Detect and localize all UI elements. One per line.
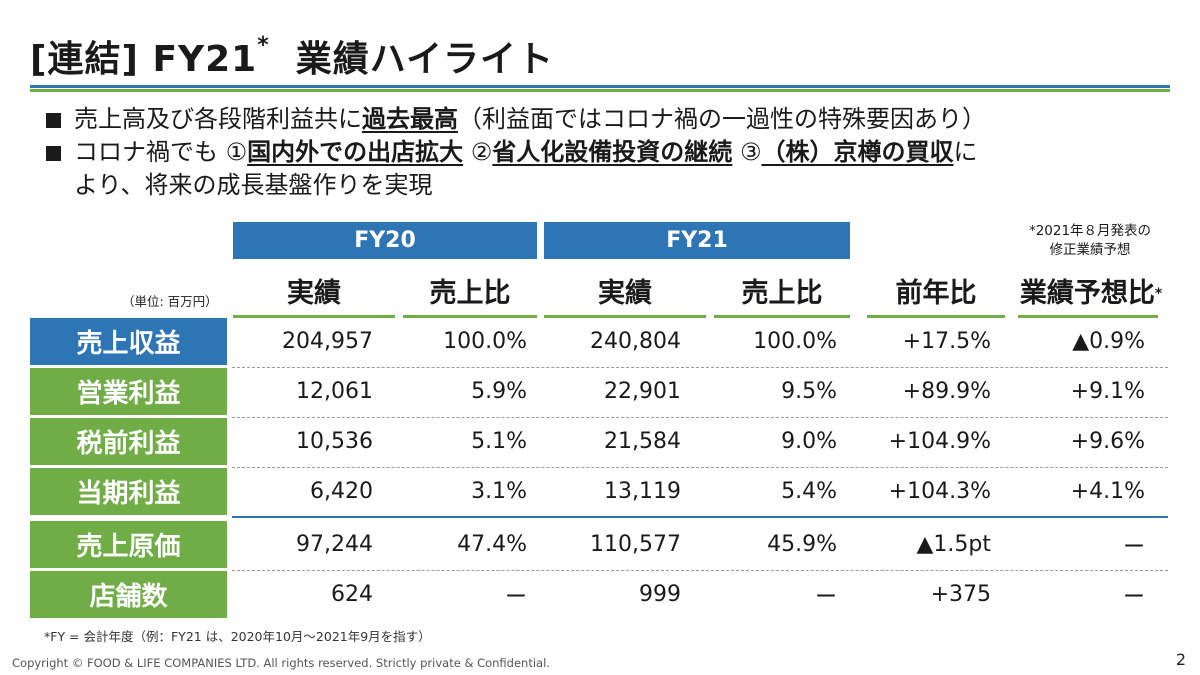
cell-fy20-actual: 624	[331, 582, 373, 607]
bullet-1-emphasis: 過去最高	[362, 105, 458, 133]
row-separator	[232, 467, 1168, 468]
cell-fy20-actual: 204,957	[282, 329, 373, 354]
group-header-fy20: FY20	[233, 222, 537, 259]
cell-fy21-actual: 110,577	[590, 532, 681, 557]
fiscal-year-footnote: *FY = 会計年度（例：FY21 は、2020年10月～2021年9月を指す）	[44, 629, 431, 644]
unit-label: （単位: 百万円）	[122, 294, 218, 309]
row-separator	[232, 417, 1168, 418]
row-label-pretax-profit: 税前利益	[30, 418, 227, 465]
cell-yoy: +89.9%	[902, 379, 991, 404]
cell-fy20-ratio: 5.9%	[471, 379, 527, 404]
cell-fy21-ratio: 5.4%	[781, 479, 837, 504]
title-prefix: [連結] FY21	[30, 39, 258, 80]
bullet-2-emphasis-1: 国内外での出店拡大	[247, 138, 464, 166]
copyright-notice: Copyright © FOOD & LIFE COMPANIES LTD. A…	[12, 656, 550, 670]
cell-fy20-actual: 12,061	[296, 379, 373, 404]
cell-fy21-ratio: ー	[814, 584, 837, 610]
cell-fy21-ratio: 9.5%	[781, 379, 837, 404]
title-rule-blue	[30, 85, 1170, 88]
col-underline	[544, 315, 706, 318]
slide-title: [連結] FY21* 業績ハイライト	[30, 30, 554, 82]
bullet-2-emphasis-2: 省人化設備投資の継続	[492, 138, 733, 166]
row-label-store-count: 店舗数	[30, 571, 227, 618]
cell-fy20-ratio: 3.1%	[471, 479, 527, 504]
col-header-forecast: 業績予想比 *	[1019, 277, 1163, 309]
col-header-fy21-actual: 実績	[598, 277, 652, 309]
bullet-2-line-2: より、将来の成長基盤作りを実現	[74, 171, 433, 199]
row-label-cost-of-sales: 売上原価	[30, 521, 227, 568]
bullet-2: コロナ禍でも ①国内外での出店拡大 ②省人化設備投資の継続 ③（株）京樽の買収に…	[44, 136, 986, 202]
bullet-2-emphasis-3: （株）京樽の買収	[761, 138, 954, 166]
col-underline	[403, 315, 537, 318]
bullet-list: 売上高及び各段階利益共に過去最高（利益面ではコロナ禍の一過性の特殊要因あり） コ…	[44, 103, 986, 202]
cell-fy21-actual: 240,804	[590, 329, 681, 354]
row-separator	[232, 367, 1168, 368]
row-label-operating-profit: 営業利益	[30, 368, 227, 415]
cell-fy20-ratio: 5.1%	[471, 429, 527, 454]
cell-fy21-actual: 21,584	[604, 429, 681, 454]
cell-fy21-ratio: 100.0%	[753, 329, 837, 354]
title-asterisk: *	[257, 33, 270, 58]
col-header-yoy: 前年比	[895, 277, 977, 309]
row-label-revenue: 売上収益	[30, 318, 227, 365]
col-underline	[867, 315, 1005, 318]
col-header-fy20-actual: 実績	[287, 277, 341, 309]
cell-yoy: +104.9%	[888, 429, 991, 454]
cell-fy21-actual: 999	[639, 582, 681, 607]
cell-fy21-ratio: 9.0%	[781, 429, 837, 454]
page-number: 2	[1175, 650, 1186, 669]
cell-forecast: ー	[1122, 584, 1145, 610]
title-rule-green	[30, 89, 1170, 92]
cell-yoy: +104.3%	[888, 479, 991, 504]
cell-fy21-actual: 13,119	[604, 479, 681, 504]
bullet-square-icon	[46, 113, 61, 128]
cell-yoy: ▲1.5pt	[916, 532, 992, 557]
cell-forecast: ▲0.9%	[1072, 329, 1145, 354]
cell-forecast: +9.1%	[1070, 379, 1145, 404]
col-header-fy20-ratio: 売上比	[429, 277, 511, 309]
bullet-square-icon	[46, 146, 61, 161]
cell-forecast: ー	[1122, 534, 1145, 560]
group-header-fy21: FY21	[544, 222, 850, 259]
cell-yoy: +375	[930, 582, 991, 607]
col-underline	[233, 315, 395, 318]
row-label-net-profit: 当期利益	[30, 468, 227, 515]
cell-forecast: +9.6%	[1070, 429, 1145, 454]
cell-fy20-ratio: 100.0%	[443, 329, 527, 354]
cell-yoy: +17.5%	[902, 329, 991, 354]
cell-fy21-ratio: 45.9%	[767, 532, 837, 557]
cell-fy20-actual: 6,420	[310, 479, 373, 504]
col-underline	[714, 315, 850, 318]
title-main: 業績ハイライト	[295, 39, 554, 80]
cell-fy20-ratio: 47.4%	[457, 532, 527, 557]
cell-fy20-ratio: ー	[504, 584, 527, 610]
forecast-note: *2021年８月発表の 修正業績予想	[1028, 223, 1152, 258]
bullet-1: 売上高及び各段階利益共に過去最高（利益面ではコロナ禍の一過性の特殊要因あり）	[44, 103, 986, 136]
col-header-fy21-ratio: 売上比	[741, 277, 823, 309]
col-header-forecast-asterisk: *	[1154, 286, 1163, 302]
cell-fy20-actual: 10,536	[296, 429, 373, 454]
row-separator	[232, 570, 1168, 571]
cell-fy21-actual: 22,901	[604, 379, 681, 404]
col-underline	[1018, 315, 1158, 318]
cell-forecast: +4.1%	[1070, 479, 1145, 504]
cell-fy20-actual: 97,244	[296, 532, 373, 557]
section-separator	[232, 516, 1168, 518]
